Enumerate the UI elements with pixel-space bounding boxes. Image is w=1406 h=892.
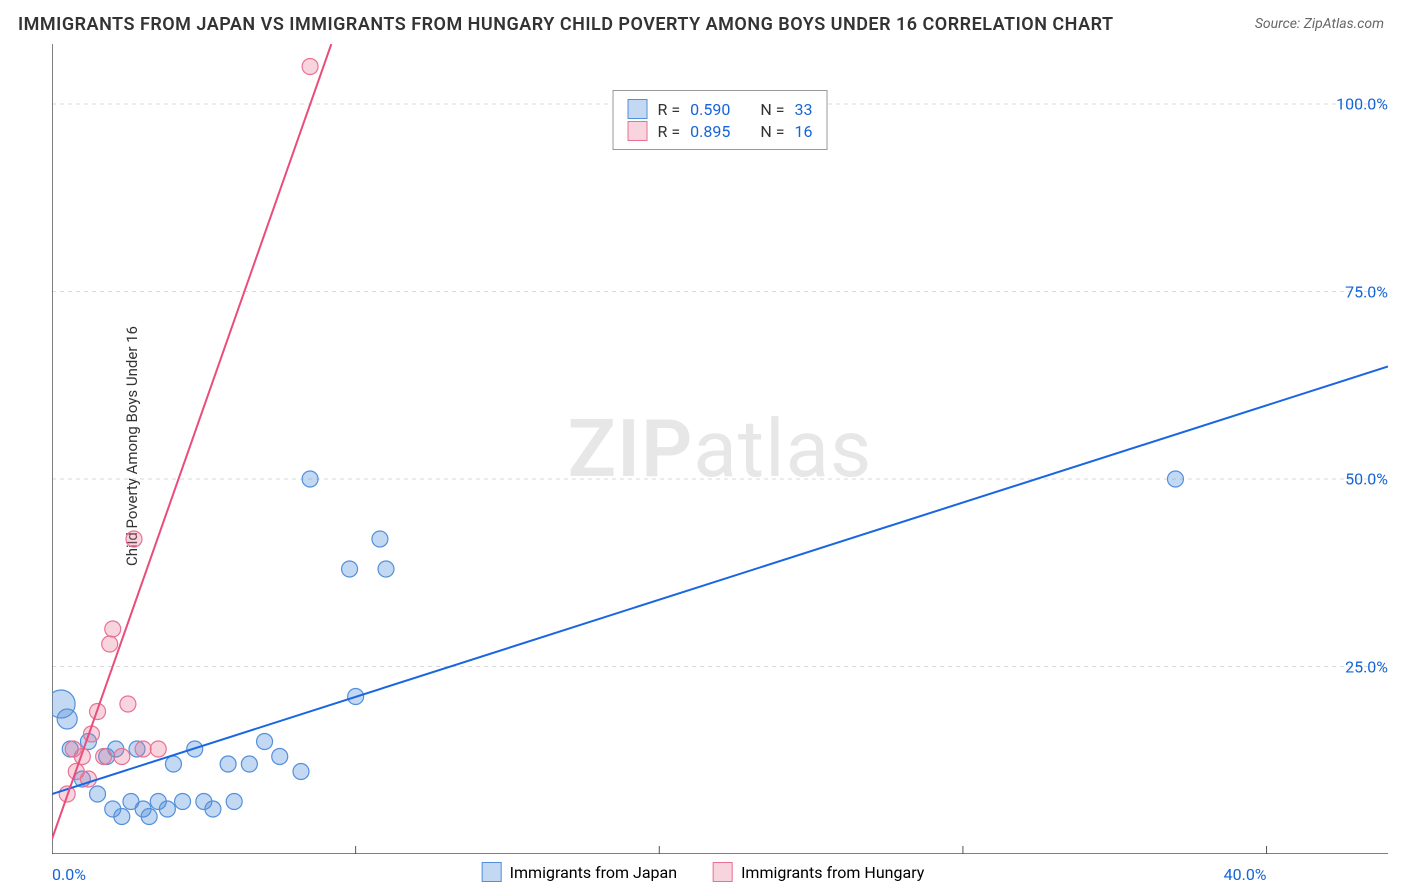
swatch-icon — [482, 862, 502, 882]
y-tick-label: 75.0% — [1345, 282, 1388, 301]
y-tick-label: 25.0% — [1345, 657, 1388, 676]
stat-n-label: N = — [760, 122, 784, 141]
chart-title: IMMIGRANTS FROM JAPAN VS IMMIGRANTS FROM… — [18, 14, 1114, 35]
stat-n-value: 16 — [794, 122, 812, 141]
stat-r-label: R = — [658, 100, 681, 119]
legend-item: Immigrants from Hungary — [713, 862, 924, 882]
bottom-legend: Immigrants from Japan Immigrants from Hu… — [482, 862, 925, 882]
x-tick-label: 0.0% — [52, 865, 86, 884]
stats-row: R = 0.590 N = 33 — [628, 99, 813, 119]
y-tick-label: 100.0% — [1336, 95, 1388, 114]
stats-row: R = 0.895 N = 16 — [628, 121, 813, 141]
swatch-icon — [713, 862, 733, 882]
swatch-icon — [628, 99, 648, 119]
stat-n-label: N = — [760, 100, 784, 119]
plot-area: ZIPatlas R = 0.590 N = 33 R = 0.895 N = … — [52, 44, 1388, 854]
stat-n-value: 33 — [794, 100, 812, 119]
chart-svg — [52, 44, 1388, 854]
source-label: Source: ZipAtlas.com — [1255, 16, 1384, 32]
swatch-icon — [628, 121, 648, 141]
x-tick-label: 40.0% — [1224, 865, 1267, 884]
stat-r-label: R = — [658, 122, 681, 141]
stat-r-value: 0.895 — [690, 122, 730, 141]
stat-r-value: 0.590 — [690, 100, 730, 119]
stats-legend: R = 0.590 N = 33 R = 0.895 N = 16 — [613, 90, 828, 150]
legend-label: Immigrants from Japan — [510, 863, 677, 882]
y-tick-label: 50.0% — [1345, 470, 1388, 489]
legend-item: Immigrants from Japan — [482, 862, 677, 882]
legend-label: Immigrants from Hungary — [741, 863, 924, 882]
